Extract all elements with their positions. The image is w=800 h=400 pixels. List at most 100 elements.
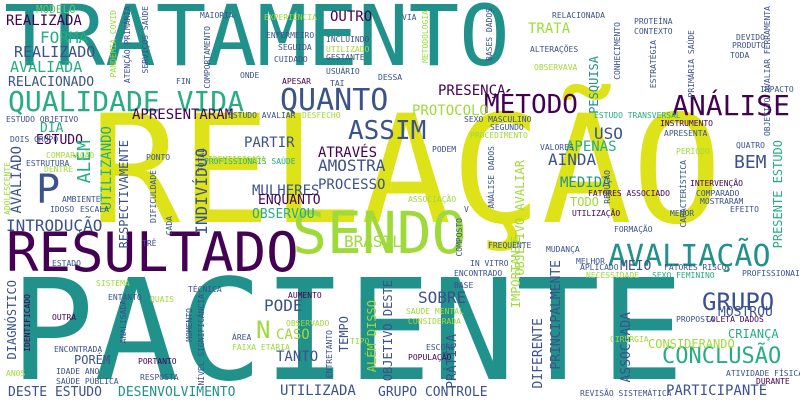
word-mulheres: MULHERES — [252, 183, 320, 199]
word-encontrada: ENCONTRADA — [54, 345, 103, 354]
word-analise-dados: ANÁLISE DADOS — [487, 146, 496, 209]
word-deste-estudo: DESTE ESTUDO — [8, 385, 102, 400]
word-tanto: TANTO — [276, 349, 319, 365]
word-enquanto: ENQUANTO — [258, 193, 321, 208]
word-associada: ASSOCIADA — [619, 312, 634, 383]
word-aumento: AUMENTO — [288, 291, 322, 300]
word-coleta-dados: COLETA DADOS — [706, 315, 764, 324]
word-relacao: RELAÇÃO — [90, 84, 723, 258]
word-escore: ESCORE — [426, 343, 455, 352]
word-outro: OUTRO — [330, 9, 373, 25]
word-estudo: ESTUDO — [36, 133, 83, 148]
word-pandemia-covid: PANDEMIA COVID — [109, 10, 118, 78]
word-profissionais-saude: PROFISSIONAIS SAÚDE — [204, 157, 296, 166]
word-respectivamente: RESPECTIVAMENTE — [117, 140, 131, 249]
word-sexo-masculino: SEXO MASCULINO — [464, 115, 532, 124]
word-caso: CASO — [276, 327, 310, 343]
word-dois-grupo: DOIS GRUPO — [10, 135, 59, 144]
word-gestante: GESTANTE — [326, 53, 365, 62]
word-resultado: RESULTADO — [6, 221, 299, 284]
word-observou: OBSERVOU — [252, 207, 315, 222]
word-realizada: REALIZADA — [6, 13, 82, 29]
word-assim: ASSIM — [348, 116, 427, 146]
word-comportamento: COMPORTAMENTO — [203, 26, 212, 89]
word-sexo-feminino: SEXO FEMININO — [652, 271, 715, 280]
word-apresenta: APRESENTA — [664, 129, 708, 138]
word-analisada: ANALISADA — [119, 300, 128, 344]
word-mostrou: MOSTROU — [718, 305, 773, 320]
word-qualidade-vida: QUALIDADE VIDA — [8, 85, 245, 118]
word-grupo: GRUPO — [702, 288, 775, 316]
word-protocolo: PROTOCOLO — [412, 103, 488, 119]
word-sobre: SOBRE — [418, 288, 467, 307]
word-valores: VALORES — [540, 143, 574, 152]
word-podem: PODEM — [432, 145, 457, 154]
word-composto: COMPOSTO — [455, 218, 464, 257]
word-tipo: TIPO — [350, 337, 370, 346]
word-apresentaram: APRESENTARAM — [132, 107, 234, 123]
word-dia: DIA — [40, 121, 64, 136]
word-todo: TODO — [570, 195, 599, 209]
word-portanto: PORTANTO — [138, 357, 177, 366]
word-cirurgia: CIRURGIA — [610, 335, 649, 344]
word-efeito: EFEITO — [730, 205, 759, 214]
word-revisao-sistematica: REVISÃO SISTEMÁTICA — [580, 389, 672, 398]
word-tre: TRÊ — [142, 239, 157, 248]
word-processo: PROCESSO — [318, 177, 386, 193]
word-resposta: RESPOSTA — [140, 373, 179, 382]
word-in-vitro: IN VITRO — [470, 259, 509, 268]
word-toda: TODA — [730, 51, 750, 60]
word-porem: PORÉM — [74, 353, 111, 367]
word-dificuldade: DIFICULDADE — [149, 170, 158, 223]
word-enfermeiro: ENFERMEIRO — [266, 31, 315, 40]
word-estudo-avaliar: ESTUDO AVALIAR — [228, 111, 296, 120]
word-avaliacao: AVALIAÇÃO — [608, 239, 771, 274]
word-n: N — [256, 316, 271, 344]
word-incluindo: INCLUINDO — [326, 35, 370, 44]
word-uso: USO — [594, 124, 623, 143]
word-paciente: PACIENTE — [10, 250, 685, 400]
word-crianca: CRIANÇA — [728, 327, 779, 341]
word-realizado: REALIZADO — [14, 43, 96, 61]
word-principalmente: PRINCIPALMENTE — [549, 260, 564, 370]
word-reducao: REDUÇÃO — [603, 170, 612, 204]
word-apesar: APESAR — [282, 77, 311, 86]
word-saude-publica: SAÚDE PÚBLICA — [56, 377, 119, 386]
word-atividade-fisica: ATIVIDADE FÍSICA — [726, 369, 800, 378]
word-fatores-risco: FATORES RISCO — [664, 263, 727, 272]
word-aplicado: APLICADO — [580, 263, 619, 272]
word-procedimento: PROCEDIMENTO — [470, 131, 528, 140]
word-servicos-saude: SERVIÇOS SAÚDE — [141, 6, 150, 74]
word-impacto: IMPACTO — [760, 85, 794, 94]
word-quais: QUAIS — [150, 295, 175, 304]
word-introducao: INTRODUÇÃO — [6, 216, 103, 235]
word-observado: OBSERVADO — [286, 319, 330, 328]
word-pode: PODE — [264, 296, 303, 315]
word-estrategia: ESTRATÉGIA — [649, 40, 658, 89]
word-experiencia: EXPERIÊNCIA — [264, 13, 317, 22]
word-populacao: POPULAÇÃO — [408, 353, 452, 362]
word-fatores-associado: FATORES ASSOCIADO — [588, 189, 670, 198]
word-produto: PRODUTO — [732, 41, 766, 50]
word-via: VIA — [402, 13, 417, 22]
word-frequente: FREQUENTE — [488, 241, 532, 250]
word-idade-ano: IDADE ANO — [56, 367, 100, 376]
word-comparado: COMPARADO — [696, 189, 740, 198]
word-base: BASE — [454, 281, 474, 290]
word-sendo: SENDO — [292, 199, 467, 267]
word-medida: MEDIDA — [560, 175, 611, 191]
word-metodologia: METODOLOGIA — [421, 10, 430, 63]
word-faixa-etaria: FAIXA ETÁRIA — [232, 343, 290, 352]
word-presente-estudo: PRESENTE ESTUDO — [771, 140, 785, 249]
word-saude-mental: SAÚDE MENTAL — [406, 307, 464, 316]
word-meio: MEIO — [620, 259, 652, 274]
word-intervencao: INTERVENÇÃO — [690, 179, 743, 188]
word-amostra: AMOSTRA — [318, 156, 386, 175]
word-idoso: IDOSO — [50, 205, 75, 214]
word-participante: PARTICIPANTE — [666, 383, 768, 399]
word-avaliada: AVALIADA — [10, 58, 83, 76]
word-estudo-objetivo: ESTUDO OBJETIVO — [6, 115, 79, 124]
word-estudo-transversal: ESTUDO TRANSVERSAL — [594, 111, 681, 120]
word-nivel-significancia: NÍVEL SIGNIFICÂNCIA — [197, 294, 206, 386]
word-conhecimento: CONHECIMENTO — [613, 22, 622, 80]
